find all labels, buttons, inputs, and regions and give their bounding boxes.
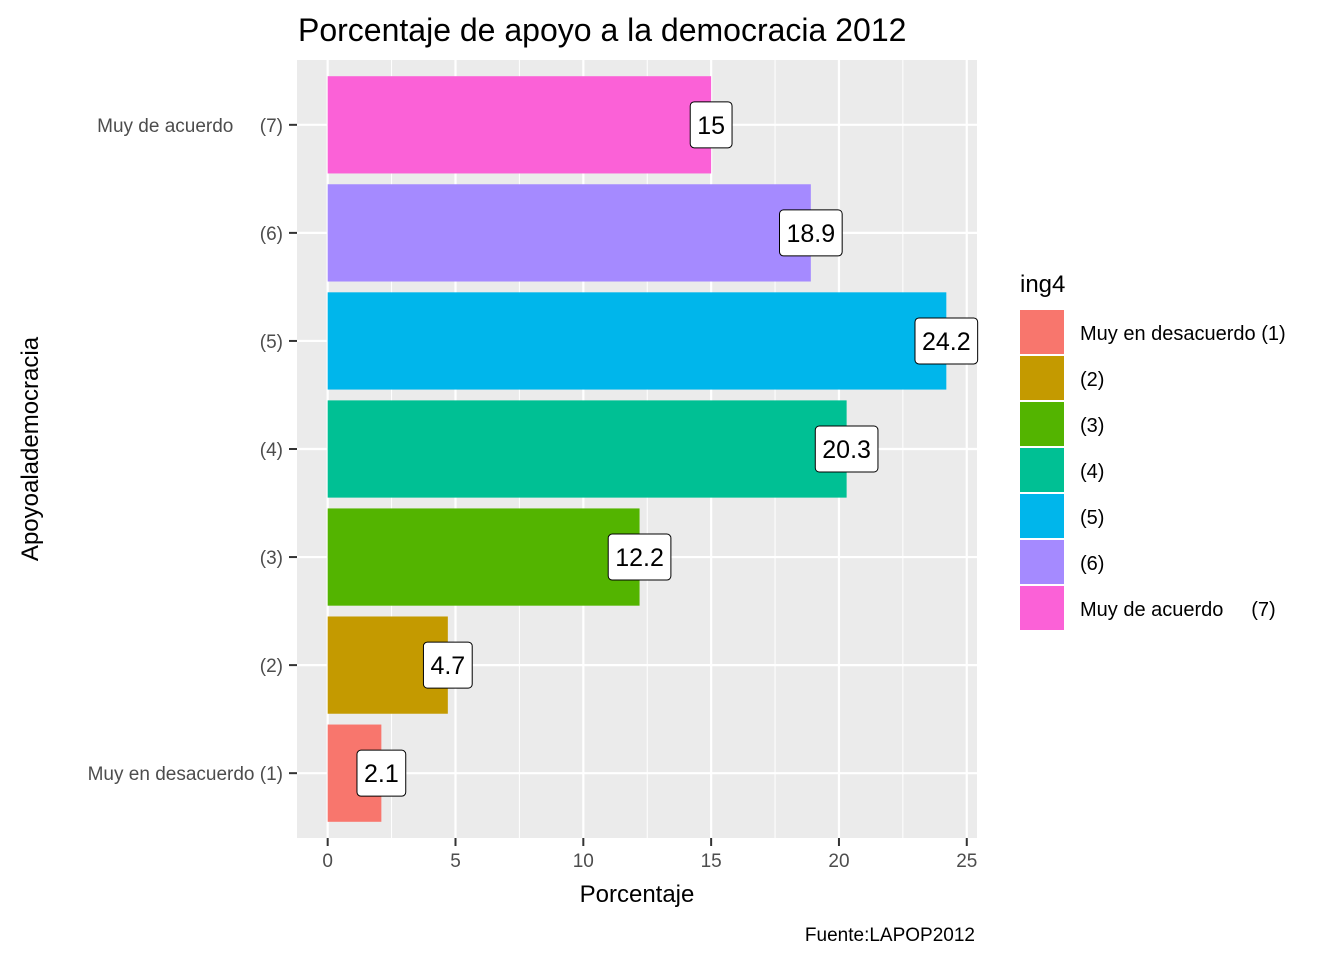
x-tick-label: 0 — [322, 851, 333, 872]
legend-swatch — [1020, 356, 1064, 400]
chart-title: Porcentaje de apoyo a la democracia 2012 — [298, 12, 906, 48]
y-tick-label: (6) — [260, 224, 283, 245]
legend-label: (3) — [1080, 415, 1104, 437]
value-label: 20.3 — [814, 425, 879, 473]
legend-item: (5) — [1020, 494, 1104, 538]
legend-label: Muy de acuerdo (7) — [1080, 599, 1276, 621]
x-tick-label: 5 — [450, 851, 461, 872]
x-axis: 0 5 10 15 20 25 — [322, 838, 977, 872]
value-label-text: 12.2 — [615, 544, 664, 572]
value-label-box — [689, 101, 733, 149]
x-tick-label: 20 — [828, 851, 849, 872]
bar — [327, 76, 712, 174]
bars — [327, 76, 947, 822]
legend-swatch — [1020, 402, 1064, 446]
value-label-text: 15 — [697, 112, 725, 140]
value-labels: 2.1 4.7 12.2 20.3 24.2 18.9 15 — [356, 101, 979, 797]
legend-label: (2) — [1080, 369, 1104, 391]
x-tick-label: 15 — [701, 851, 722, 872]
y-tick-label: (2) — [260, 656, 283, 677]
value-label-box — [422, 641, 473, 689]
y-axis: Muy en desacuerdo (1) (2) (3) (4) (5) (6) Muy … — [88, 116, 297, 785]
value-label-text: 4.7 — [430, 652, 465, 680]
value-label: 24.2 — [914, 317, 979, 365]
legend-label: (5) — [1080, 507, 1104, 529]
value-label-text: 2.1 — [364, 760, 399, 788]
value-label-box — [356, 749, 407, 797]
legend-swatch — [1020, 540, 1064, 584]
legend-label: (6) — [1080, 553, 1104, 575]
y-tick-label: Muy de acuerdo (7) — [97, 116, 283, 137]
y-tick-label: Muy en desacuerdo (1) — [88, 764, 283, 785]
value-label-text: 20.3 — [822, 436, 871, 464]
legend-item: (6) — [1020, 540, 1104, 584]
legend-swatch — [1020, 310, 1064, 354]
y-tick-label: (5) — [260, 332, 283, 353]
x-tick-label: 25 — [956, 851, 977, 872]
value-label-box — [607, 533, 672, 581]
value-label: 18.9 — [778, 209, 843, 257]
legend-label: Muy en desacuerdo (1) — [1080, 323, 1286, 345]
chart-caption: Fuente:LAPOP2012 — [805, 925, 975, 946]
legend: ing4 Muy en desacuerdo (1) (2) (3) (4) (5) (6… — [1020, 271, 1286, 630]
value-label-box — [914, 317, 979, 365]
y-tick-label: (4) — [260, 440, 283, 461]
bar — [327, 508, 640, 606]
value-label: 4.7 — [422, 641, 473, 689]
legend-item: Muy de acuerdo (7) — [1020, 586, 1276, 630]
value-label: 2.1 — [356, 749, 407, 797]
x-axis-title: Porcentaje — [580, 881, 695, 908]
legend-title: ing4 — [1020, 271, 1065, 298]
x-tick-label: 10 — [573, 851, 594, 872]
value-label: 12.2 — [607, 533, 672, 581]
legend-swatch — [1020, 586, 1064, 630]
y-axis-title: Apoyoalademocracia — [17, 336, 44, 561]
legend-label: (4) — [1080, 461, 1104, 483]
legend-item: Muy en desacuerdo (1) — [1020, 310, 1286, 354]
legend-item: (3) — [1020, 402, 1104, 446]
value-label-box — [778, 209, 843, 257]
value-label-text: 24.2 — [922, 328, 971, 356]
legend-item: (2) — [1020, 356, 1104, 400]
bar — [327, 184, 811, 282]
value-label: 15 — [689, 101, 733, 149]
bar — [327, 292, 947, 390]
value-label-box — [814, 425, 879, 473]
legend-swatch — [1020, 448, 1064, 492]
legend-item: (4) — [1020, 448, 1104, 492]
value-label-text: 18.9 — [786, 220, 835, 248]
legend-swatch — [1020, 494, 1064, 538]
y-tick-label: (3) — [260, 548, 283, 569]
bar — [327, 400, 847, 498]
